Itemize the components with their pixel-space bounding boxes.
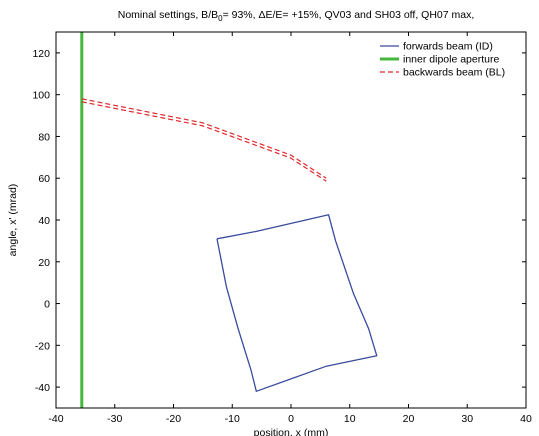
x-tick-label: -20 [166,413,181,425]
x-tick-label: 40 [520,413,532,425]
x-tick-label: -10 [225,413,240,425]
y-tick-label: 40 [38,215,50,227]
series-forwards-beam-id-line [216,214,378,392]
legend-label-backwards-beam-bl: backwards beam (BL) [403,67,505,79]
x-tick-label: -30 [107,413,122,425]
chart-title-suffix: = 93%, ΔE/E= +15%, QV03 and SH03 off, QH… [223,9,475,21]
y-axis-label: angle, x' (mrad) [7,184,19,257]
y-tick-label: 0 [44,299,50,311]
x-tick-label: -40 [48,413,63,425]
chart-title-subscript: 0 [218,14,223,23]
legend: forwards beam (ID)inner dipole apertureb… [380,41,505,79]
x-tick-label: 0 [288,413,294,425]
series-backwards-beam-bl-line [81,98,327,179]
y-tick-label: -20 [35,340,50,352]
legend-label-forwards-beam-id: forwards beam (ID) [403,41,493,53]
x-tick-label: 10 [344,413,356,425]
series-layer [80,32,378,408]
y-tick-label: 20 [38,257,50,269]
plot-frame [55,31,527,409]
x-axis-label: position, x (mm) [254,427,329,436]
x-tick-label: 20 [403,413,415,425]
y-tick-label: 120 [32,48,50,60]
tick-layer: -40 -30 -20 -10 0 10 20 30 40 -40 -20 0 20 40 60 80 100 1… [32,32,532,425]
chart-title: Nominal settings, B/B0= 93%, ΔE/E= +15%,… [118,9,475,23]
x-tick-label: 30 [461,413,473,425]
chart-title-prefix: Nominal settings, B/B [118,9,218,21]
y-tick-label: -40 [35,382,50,394]
legend-label-inner-dipole-aperture: inner dipole aperture [403,54,499,66]
y-tick-label: 100 [32,90,50,102]
series-backwards-beam-bl-line-2 [81,101,327,182]
y-tick-label: 60 [38,173,50,185]
y-tick-label: 80 [38,131,50,143]
